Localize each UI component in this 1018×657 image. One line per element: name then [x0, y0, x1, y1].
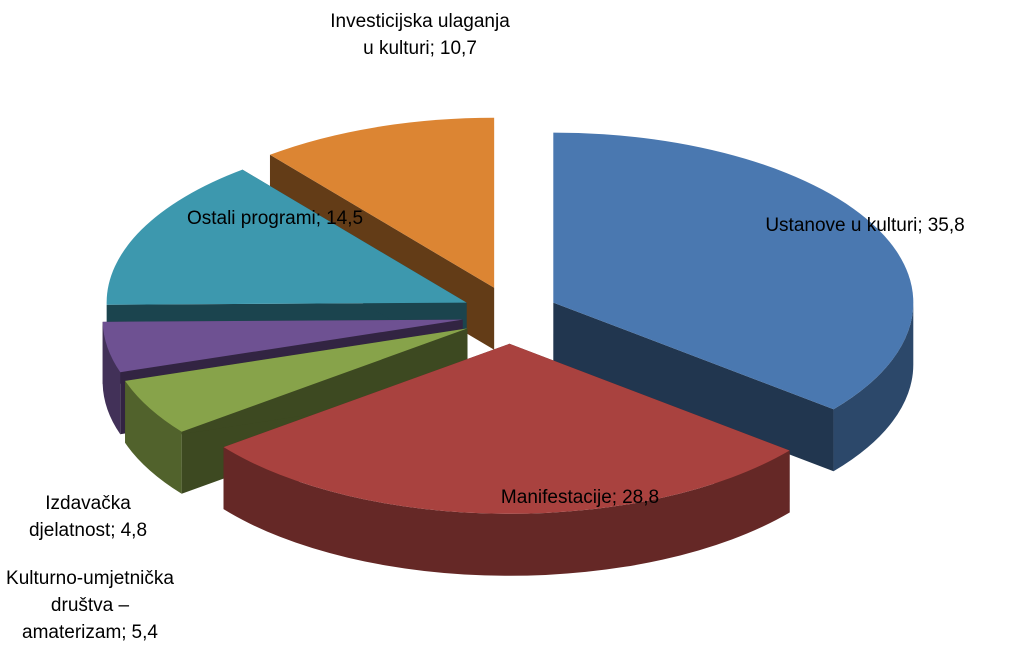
- category-label: Ostali programi;: [186, 208, 322, 229]
- slice-side: [553, 302, 834, 472]
- value-label: 28,8: [622, 487, 660, 508]
- slice-wall: [102, 321, 121, 435]
- slice-top: [269, 117, 495, 288]
- slice-wall: [125, 380, 182, 494]
- slice-label: Manifestacije; 28,8: [380, 484, 780, 511]
- value-label: 10,7: [439, 38, 477, 59]
- slice-top: [102, 319, 463, 373]
- category-label: Izdavačka djelatnost;: [28, 493, 131, 541]
- slice-top: [106, 169, 467, 305]
- slice-label: Investicijska ulaganja u kulturi; 10,7: [325, 8, 515, 62]
- category-label: Investicijska ulaganja u kulturi;: [330, 11, 510, 59]
- category-label: Ustanove u kulturi;: [765, 215, 923, 236]
- value-label: 5,4: [131, 622, 158, 643]
- slice-label: Ustanove u kulturi; 35,8: [765, 212, 965, 239]
- slice-wall: [223, 447, 790, 576]
- category-label: Kulturno-umjetnička društva –amaterizam;: [6, 568, 174, 643]
- slice-top: [553, 132, 914, 410]
- slice: [553, 132, 914, 472]
- slice-top: [223, 343, 790, 514]
- slice-top: [125, 328, 468, 432]
- slice-wall: [833, 302, 914, 472]
- value-label: 4,8: [120, 520, 148, 541]
- slice-label: Kulturno-umjetnička društva –amaterizam;…: [3, 565, 178, 646]
- value-label: 35,8: [927, 215, 965, 236]
- slice-label: Ostali programi; 14,5: [180, 205, 370, 232]
- category-label: Manifestacije;: [500, 487, 618, 508]
- value-label: 14,5: [326, 208, 364, 229]
- slice: [223, 343, 790, 576]
- slice-label: Izdavačka djelatnost; 4,8: [3, 490, 173, 544]
